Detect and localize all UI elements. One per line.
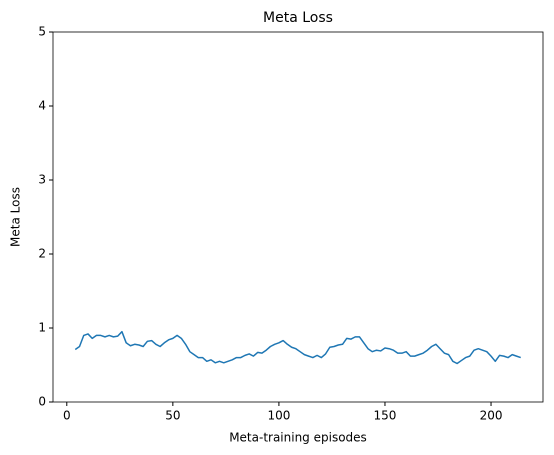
line <box>74 330 521 365</box>
x-tick-label: 150 <box>374 409 397 423</box>
y-tick-label: 4 <box>38 99 46 113</box>
x-tick-label: 50 <box>165 409 180 423</box>
x-tick-label: 200 <box>480 409 503 423</box>
y-tick-label: 0 <box>38 395 46 409</box>
y-tick-label: 3 <box>38 173 46 187</box>
chart-title: Meta Loss <box>263 10 333 26</box>
x-axis-label: Meta-training episodes <box>229 431 367 445</box>
y-tick-label: 1 <box>38 321 46 335</box>
x-tick-label: 0 <box>63 409 71 423</box>
y-tick-label: 5 <box>38 25 46 39</box>
y-axis-label: Meta Loss <box>9 187 23 247</box>
plot-frame <box>52 31 544 403</box>
x-tick-label: 100 <box>267 409 290 423</box>
y-tick-label: 2 <box>38 247 46 261</box>
